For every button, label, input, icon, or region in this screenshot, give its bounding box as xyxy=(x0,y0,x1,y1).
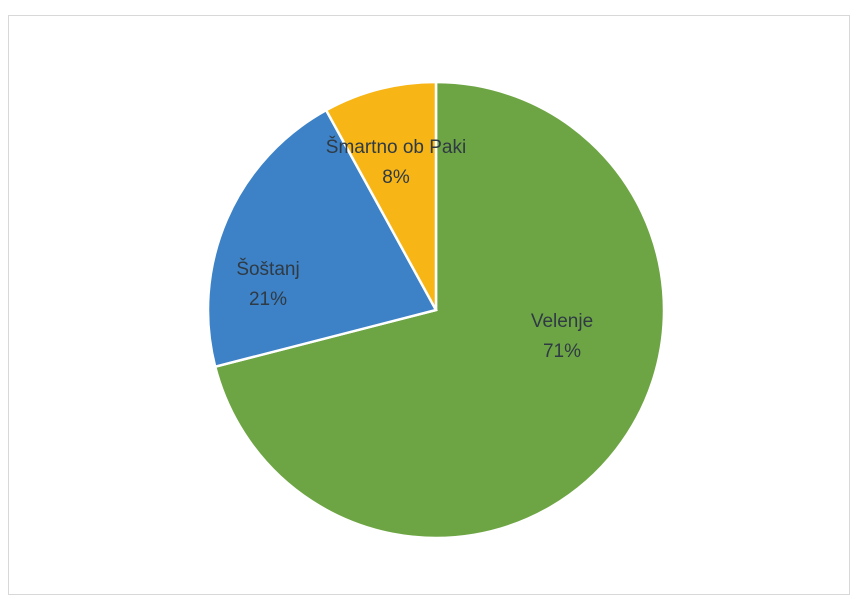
pie-slice xyxy=(324,80,438,311)
pie-slice xyxy=(213,80,666,540)
slice-label: Šmartno ob Paki xyxy=(326,136,466,158)
slice-value-label: 8% xyxy=(382,167,410,188)
slice-label: Velenje xyxy=(531,311,593,332)
pie-slice xyxy=(206,108,438,369)
slice-value-label: 21% xyxy=(249,289,287,310)
slice-label: Šoštanj xyxy=(236,258,299,280)
slice-value-label: 71% xyxy=(543,341,581,362)
